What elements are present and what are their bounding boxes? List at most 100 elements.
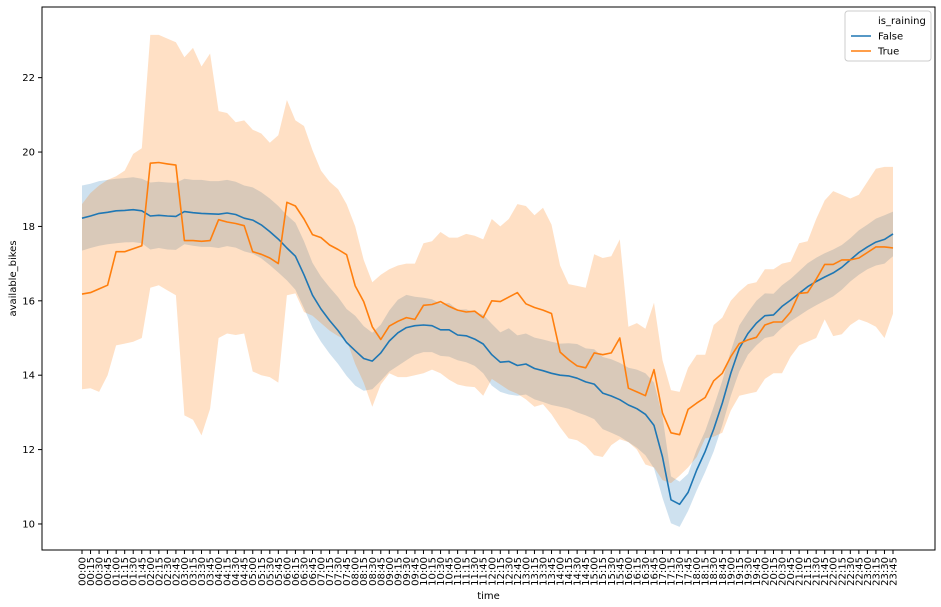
series-lines bbox=[81, 161, 894, 506]
x-tick-label: 23:45 bbox=[889, 557, 900, 586]
y-tick-label: 18 bbox=[22, 222, 35, 233]
x-tick-label: 16:45 bbox=[650, 557, 661, 586]
x-tick-label: 10:30 bbox=[436, 557, 447, 586]
x-tick-label: 01:45 bbox=[137, 557, 148, 586]
x-tick-label: 23:00 bbox=[863, 557, 874, 586]
x-tick-label: 09:00 bbox=[385, 557, 396, 586]
x-tick-label: 20:00 bbox=[760, 557, 771, 586]
x-tick-label: 13:30 bbox=[539, 557, 550, 586]
x-tick-label: 15:45 bbox=[615, 557, 626, 586]
x-tick-label: 10:15 bbox=[428, 557, 439, 586]
data-points-false bbox=[81, 209, 894, 505]
x-tick-label: 21:30 bbox=[812, 557, 823, 586]
x-tick-label: 18:45 bbox=[718, 557, 729, 586]
x-tick-label: 22:00 bbox=[829, 557, 840, 586]
x-tick-label: 04:00 bbox=[214, 557, 225, 586]
legend-label-true: True bbox=[877, 47, 899, 58]
y-tick-label: 22 bbox=[22, 73, 35, 84]
x-tick-label: 09:45 bbox=[410, 557, 421, 586]
x-tick-label: 06:45 bbox=[308, 557, 319, 586]
y-axis-label: available_bikes bbox=[8, 240, 19, 316]
x-tick-label: 23:30 bbox=[880, 557, 891, 586]
x-tick-label: 19:45 bbox=[752, 557, 763, 586]
x-tick-label: 02:15 bbox=[154, 557, 165, 586]
x-tick-label: 00:30 bbox=[95, 557, 106, 586]
x-tick-label: 09:15 bbox=[393, 557, 404, 586]
x-tick-label: 12:45 bbox=[513, 557, 524, 586]
x-tick-label: 15:30 bbox=[607, 557, 618, 586]
x-tick-label: 22:15 bbox=[837, 557, 848, 586]
x-tick-label: 11:30 bbox=[470, 557, 481, 586]
x-tick-label: 02:30 bbox=[163, 557, 174, 586]
x-tick-label: 07:15 bbox=[325, 557, 336, 586]
x-tick-label: 08:45 bbox=[376, 557, 387, 586]
x-tick-label: 14:15 bbox=[564, 557, 575, 586]
x-tick-label: 06:00 bbox=[282, 557, 293, 586]
confidence-band-false bbox=[82, 177, 893, 527]
x-tick-label: 16:15 bbox=[632, 557, 643, 586]
y-tick-label: 12 bbox=[22, 445, 35, 456]
x-tick-label: 07:00 bbox=[317, 557, 328, 586]
y-tick-label: 10 bbox=[22, 519, 35, 530]
legend-title: is_raining bbox=[878, 16, 926, 27]
x-tick-label: 03:45 bbox=[206, 557, 217, 586]
series-line-false bbox=[81, 208, 894, 506]
x-tick-label: 06:15 bbox=[291, 557, 302, 586]
x-tick-label: 17:45 bbox=[684, 557, 695, 586]
x-tick-label: 11:00 bbox=[453, 557, 464, 586]
x-tick-label: 16:00 bbox=[624, 557, 635, 586]
x-tick-label: 11:15 bbox=[462, 557, 473, 586]
x-tick-label: 07:45 bbox=[342, 557, 353, 586]
x-axis-label: time bbox=[477, 591, 500, 602]
data-points-true bbox=[81, 162, 894, 435]
x-tick-label: 15:15 bbox=[598, 557, 609, 586]
plot-frame bbox=[41, 6, 936, 551]
legend-label-false: False bbox=[878, 32, 903, 43]
x-tick-label: 20:45 bbox=[786, 557, 797, 586]
x-tick-label: 11:45 bbox=[479, 557, 490, 586]
x-tick-label: 00:00 bbox=[78, 557, 89, 586]
x-tick-label: 19:15 bbox=[735, 557, 746, 586]
x-tick-label: 18:15 bbox=[701, 557, 712, 586]
confidence-band-true bbox=[82, 34, 893, 484]
x-tick-label: 15:00 bbox=[590, 557, 601, 586]
x-axis: 00:0000:1500:3000:4501:0001:1501:3001:45… bbox=[78, 550, 900, 586]
x-tick-label: 08:00 bbox=[351, 557, 362, 586]
x-tick-label: 19:30 bbox=[743, 557, 754, 586]
x-tick-label: 05:00 bbox=[248, 557, 259, 586]
x-tick-label: 04:15 bbox=[223, 557, 234, 586]
confidence-bands bbox=[82, 34, 893, 527]
x-tick-label: 01:00 bbox=[112, 557, 123, 586]
legend-box bbox=[844, 10, 932, 62]
series-line-true bbox=[81, 161, 894, 436]
x-tick-label: 23:15 bbox=[871, 557, 882, 586]
x-tick-label: 05:45 bbox=[274, 557, 285, 586]
x-tick-label: 02:45 bbox=[171, 557, 182, 586]
x-tick-label: 03:15 bbox=[189, 557, 200, 586]
x-tick-label: 14:30 bbox=[573, 557, 584, 586]
x-tick-label: 21:15 bbox=[803, 557, 814, 586]
x-tick-label: 12:30 bbox=[504, 557, 515, 586]
x-tick-label: 21:00 bbox=[795, 557, 806, 586]
x-tick-label: 13:15 bbox=[530, 557, 541, 586]
x-tick-label: 10:45 bbox=[445, 557, 456, 586]
x-tick-label: 05:30 bbox=[265, 557, 276, 586]
x-tick-label: 04:30 bbox=[231, 557, 242, 586]
x-tick-label: 12:00 bbox=[487, 557, 498, 586]
y-axis: 10 12 14 16 18 20 22 bbox=[22, 73, 42, 530]
x-tick-label: 13:00 bbox=[521, 557, 532, 586]
y-tick-label: 14 bbox=[22, 371, 35, 382]
x-tick-label: 17:30 bbox=[675, 557, 686, 586]
y-tick-label: 20 bbox=[22, 148, 35, 159]
x-tick-label: 07:30 bbox=[334, 557, 345, 586]
x-tick-label: 17:00 bbox=[658, 557, 669, 586]
x-tick-label: 08:15 bbox=[359, 557, 370, 586]
x-tick-label: 14:45 bbox=[581, 557, 592, 586]
x-tick-label: 03:00 bbox=[180, 557, 191, 586]
x-tick-label: 05:15 bbox=[257, 557, 268, 586]
x-tick-label: 12:15 bbox=[496, 557, 507, 586]
x-tick-label: 13:45 bbox=[547, 557, 558, 586]
x-tick-label: 01:30 bbox=[129, 557, 140, 586]
